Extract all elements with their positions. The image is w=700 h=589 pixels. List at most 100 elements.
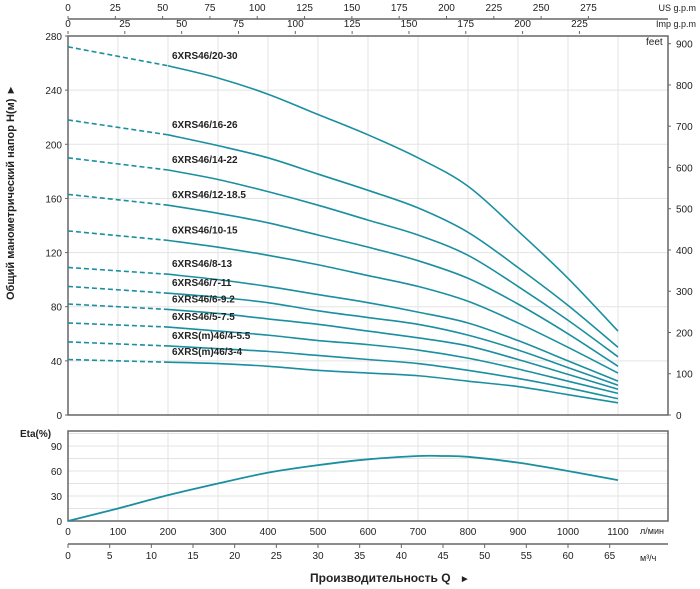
lpm-tick-label: 300: [210, 527, 227, 538]
axes: 0408012016020024028001002003004005006007…: [45, 3, 696, 562]
eta-axis-label: Eta(%): [20, 429, 51, 440]
y-tick-label: 40: [51, 357, 63, 368]
curve-dashed-segment: [67, 157, 169, 171]
top-tick-label: 125: [344, 19, 361, 30]
top-tick-label: 225: [571, 19, 588, 30]
curve-solid-segment: [167, 292, 619, 386]
curve-label: 6XRS46/6-9.2: [172, 294, 235, 305]
lpm-tick-label: 900: [510, 527, 527, 538]
top-axis-unit: US g.p.m: [658, 3, 696, 13]
y-tick-label: 120: [45, 249, 62, 260]
m3h-tick-label: 40: [396, 551, 408, 562]
top-tick-label: 175: [391, 3, 408, 14]
curve-label: 6XRS46/5-7.5: [172, 312, 235, 323]
top-tick-label: 75: [233, 19, 245, 30]
lpm-tick-label: 800: [460, 527, 477, 538]
curve-solid-segment: [167, 239, 619, 374]
top-tick-label: 125: [296, 3, 313, 14]
top-tick-label: 50: [157, 3, 169, 14]
y-axis-label: Общий манометрический напор H(м) ►: [5, 85, 17, 300]
feet-tick-label: 800: [676, 81, 693, 92]
m3h-tick-label: 65: [604, 551, 616, 562]
top-tick-label: 25: [119, 19, 131, 30]
curve-solid-segment: [167, 134, 619, 348]
curve-dashed-segment: [67, 119, 169, 136]
top-tick-label: 200: [514, 19, 531, 30]
y-tick-label: 0: [56, 411, 62, 422]
x-axis-title: Производительность Q ►: [310, 571, 470, 585]
curve-dashed-segment: [67, 46, 169, 67]
curve-label: 6XRS46/7-11: [172, 278, 232, 289]
curve-solid-segment: [167, 169, 619, 358]
lpm-tick-label: 700: [410, 527, 427, 538]
m3h-tick-label: 30: [312, 551, 324, 562]
lpm-tick-label: 1100: [607, 527, 629, 538]
top-tick-label: 100: [287, 19, 304, 30]
feet-tick-label: 200: [676, 328, 693, 339]
m3h-tick-label: 15: [187, 551, 199, 562]
m3h-tick-label: 35: [354, 551, 366, 562]
curve-solid-segment: [167, 326, 619, 395]
feet-tick-label: 100: [676, 370, 693, 381]
curve-solid-segment: [167, 361, 619, 404]
curve-label: 6XRS(m)46/3-4: [172, 347, 242, 358]
m3h-tick-label: 60: [562, 551, 574, 562]
m3h-unit-label: м³/ч: [640, 553, 657, 563]
feet-tick-label: 300: [676, 287, 693, 298]
eta-line: [67, 454, 619, 522]
lpm-tick-label: 400: [260, 527, 277, 538]
top-tick-label: 0: [65, 3, 71, 14]
top-tick-label: 175: [457, 19, 474, 30]
m3h-tick-label: 50: [479, 551, 491, 562]
curve-label: 6XRS46/12-18.5: [172, 190, 246, 201]
efficiency-curve: [67, 454, 619, 522]
eta-tick-label: 60: [51, 467, 63, 478]
lpm-tick-label: 600: [360, 527, 377, 538]
top-tick-label: 200: [438, 3, 455, 14]
lpm-tick-label: 500: [310, 527, 327, 538]
eta-plot-frame: [67, 430, 669, 522]
m3h-tick-label: 0: [65, 551, 71, 562]
y-tick-label: 280: [45, 32, 62, 43]
curve-dashed-segment: [67, 322, 169, 328]
feet-tick-label: 600: [676, 163, 693, 174]
top-tick-label: 100: [249, 3, 266, 14]
feet-tick-label: 900: [676, 40, 693, 51]
curve-dashed-segment: [67, 303, 169, 311]
feet-axis-label: feet: [646, 37, 663, 48]
lpm-tick-label: 100: [110, 527, 127, 538]
m3h-tick-label: 5: [107, 551, 113, 562]
top-tick-label: 150: [401, 19, 418, 30]
y-tick-label: 160: [45, 194, 62, 205]
head-curves: 6XRS46/20-30 6XRS46/16-26 6XRS46/14-22 6XRS…: [67, 46, 619, 404]
curve-dashed-segment: [67, 230, 169, 242]
curve-label: 6XRS46/8-13: [172, 259, 232, 270]
y-tick-label: 240: [45, 86, 62, 97]
top-tick-label: 150: [344, 3, 361, 14]
lpm-tick-label: 0: [65, 527, 71, 538]
feet-tick-label: 700: [676, 122, 693, 133]
m3h-tick-label: 20: [229, 551, 241, 562]
curve-solid-segment: [167, 308, 619, 391]
top-tick-label: 225: [485, 3, 502, 14]
curve-solid-segment: [167, 65, 619, 332]
top-tick-label: 250: [533, 3, 550, 14]
lpm-tick-label: 200: [160, 527, 177, 538]
curve-label: 6XRS46/20-30: [172, 51, 238, 62]
curve-solid-segment: [167, 204, 619, 367]
curve-dashed-segment: [67, 285, 169, 294]
curve-dashed-segment: [67, 193, 169, 206]
curve-label: 6XRS(m)46/4-5.5: [172, 331, 251, 342]
m3h-tick-label: 55: [521, 551, 533, 562]
top-tick-label: 25: [110, 3, 122, 14]
m3h-tick-label: 45: [437, 551, 449, 562]
top-tick-label: 0: [65, 19, 71, 30]
top-tick-label: 275: [580, 3, 597, 14]
curve-dashed-segment: [67, 358, 169, 364]
feet-tick-label: 400: [676, 246, 693, 257]
feet-tick-label: 500: [676, 205, 693, 216]
y-tick-label: 80: [51, 303, 63, 314]
curve-label: 6XRS46/16-26: [172, 120, 238, 131]
m3h-tick-label: 25: [271, 551, 283, 562]
